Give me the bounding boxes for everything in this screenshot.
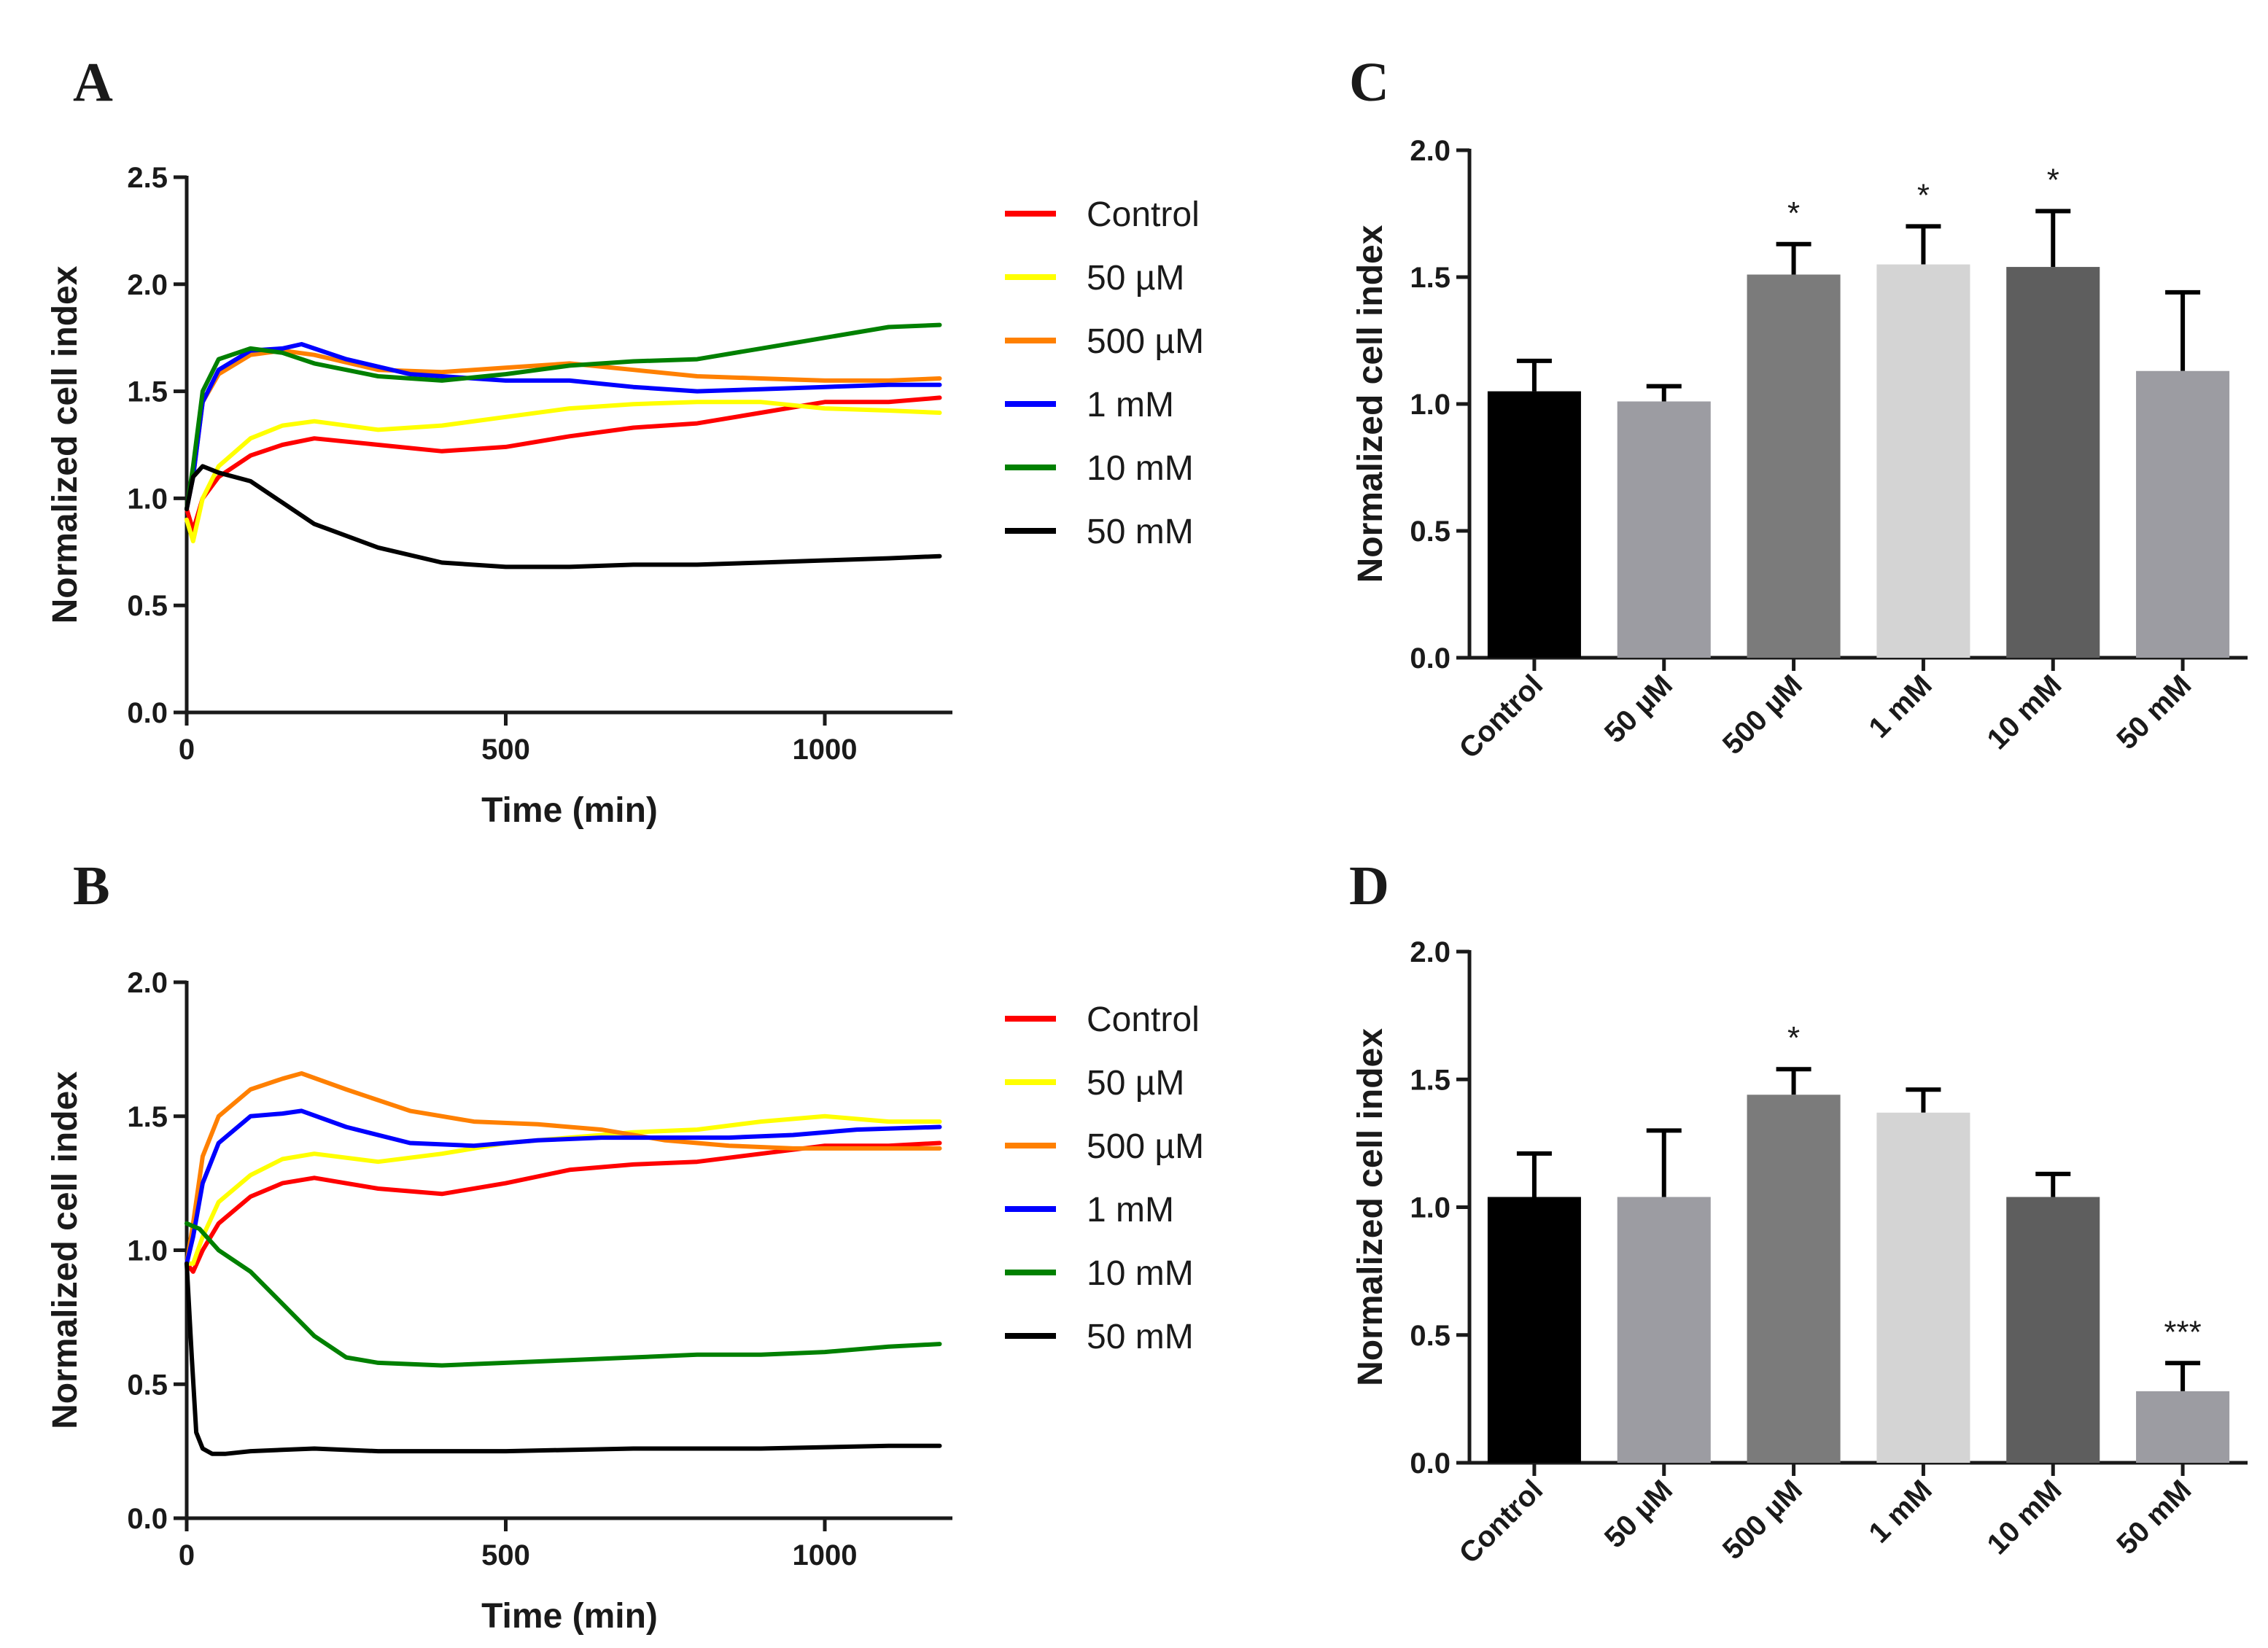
series-line-4 <box>185 1221 942 1368</box>
significance-marker: * <box>1917 177 1930 213</box>
legend-label: Control <box>1087 1000 1200 1039</box>
bar-3 <box>1876 1112 1970 1463</box>
y-tick-label: 2.0 <box>1410 936 1450 968</box>
significance-marker: * <box>1787 195 1800 231</box>
series-line-4 <box>185 322 942 512</box>
series-line-5 <box>185 464 942 570</box>
series-line-5 <box>185 1261 942 1456</box>
x-axis-title: Time (min) <box>481 1597 658 1636</box>
y-tick-label: 1.5 <box>127 1101 168 1133</box>
panel-c: C 0.0 0.5 1.0 1.5 2.0 Normalized cell index Con… <box>1305 0 2268 831</box>
category-label: 50 µM <box>1599 669 1679 749</box>
category-label: 10 mM <box>1981 1474 2067 1560</box>
bar-4 <box>2006 1197 2100 1463</box>
bar-4 <box>2006 267 2100 658</box>
panel-letter: B <box>73 855 110 917</box>
category-label: Control <box>1453 669 1550 765</box>
legend-label: 1 mM <box>1087 386 1174 424</box>
bar-1 <box>1617 1197 1711 1463</box>
category-label: 1 mM <box>1863 1474 1938 1549</box>
panel-letter: A <box>73 52 113 113</box>
x-tick-label: 500 <box>481 734 530 766</box>
bar-1 <box>1617 401 1711 658</box>
bar-3 <box>1876 264 1970 658</box>
significance-marker: * <box>1787 1020 1800 1056</box>
panel-d: D 0.0 0.5 1.0 1.5 2.0 Normalized cell index Con… <box>1305 839 2268 1648</box>
y-tick-label: 0.0 <box>127 1503 168 1535</box>
y-tick-label: 1.0 <box>1410 389 1450 421</box>
x-tick-label: 0 <box>179 734 195 766</box>
y-tick-label: 1.5 <box>1410 262 1450 294</box>
bar-5 <box>2136 370 2230 658</box>
series-line-3 <box>185 1108 942 1266</box>
category-label: 10 mM <box>1981 669 2067 755</box>
legend-label: 1 mM <box>1087 1191 1174 1229</box>
bar-0 <box>1487 1197 1581 1463</box>
y-tick-label: 2.5 <box>127 162 168 194</box>
category-label: 50 µM <box>1599 1474 1679 1554</box>
y-tick-label: 1.0 <box>127 483 168 515</box>
legend-label: 50 µM <box>1087 1064 1184 1103</box>
y-tick-label: 0.0 <box>127 697 168 729</box>
y-tick-label: 1.5 <box>127 376 168 408</box>
y-tick-label: 2.0 <box>1410 135 1450 167</box>
y-tick-label: 0.5 <box>1410 1320 1450 1352</box>
series-line-1 <box>185 1113 942 1266</box>
y-axis-title: Normalized cell index <box>1351 1028 1390 1386</box>
x-tick-label: 0 <box>179 1539 195 1571</box>
x-tick-label: 1000 <box>793 1539 858 1571</box>
x-tick-label: 500 <box>481 1539 530 1571</box>
series-line-3 <box>185 342 942 512</box>
category-label: Control <box>1453 1474 1550 1570</box>
bar-2 <box>1747 1095 1841 1463</box>
category-label: 50 mM <box>2110 669 2197 755</box>
series-line-0 <box>185 395 942 533</box>
line-chart-a: A 0.0 0.5 1.0 1.5 2.0 2.5 0 500 1000 Time (min) Nor… <box>46 52 1204 830</box>
bar-chart-c: C 0.0 0.5 1.0 1.5 2.0 Normalized cell index Con… <box>1349 52 2248 765</box>
legend-label: 50 mM <box>1087 1318 1194 1356</box>
legend-label: 500 µM <box>1087 322 1204 361</box>
y-tick-label: 2.0 <box>127 967 168 999</box>
y-tick-label: 1.0 <box>1410 1192 1450 1224</box>
panel-letter: C <box>1349 52 1389 113</box>
category-label: 500 µM <box>1717 669 1809 761</box>
y-tick-label: 0.0 <box>1410 1447 1450 1480</box>
y-tick-label: 2.0 <box>127 269 168 301</box>
line-chart-b: B 0.0 0.5 1.0 1.5 2.0 0 500 1000 Time (min) Normal… <box>46 855 1204 1636</box>
legend-label: 10 mM <box>1087 449 1194 488</box>
y-tick-label: 0.5 <box>127 1369 168 1401</box>
legend-label: 10 mM <box>1087 1254 1194 1293</box>
series-line-2 <box>185 1071 942 1266</box>
panel-b: B 0.0 0.5 1.0 1.5 2.0 0 500 1000 Time (min) Normal… <box>0 839 1298 1648</box>
y-axis-title: Normalized cell index <box>46 1071 85 1429</box>
x-tick-label: 1000 <box>793 734 858 766</box>
y-axis-title: Normalized cell index <box>1351 225 1390 583</box>
bar-5 <box>2136 1391 2230 1463</box>
bar-chart-d: D 0.0 0.5 1.0 1.5 2.0 Normalized cell index Con… <box>1349 855 2248 1570</box>
series-line-0 <box>185 1140 942 1274</box>
x-axis-title: Time (min) <box>481 791 658 830</box>
y-tick-label: 1.0 <box>127 1235 168 1267</box>
y-tick-label: 1.5 <box>1410 1064 1450 1096</box>
y-tick-label: 0.0 <box>1410 642 1450 675</box>
legend-label: 50 mM <box>1087 513 1194 551</box>
legend-label: Control <box>1087 195 1200 234</box>
legend-label: 50 µM <box>1087 259 1184 298</box>
category-label: 50 mM <box>2110 1474 2197 1560</box>
series-line-1 <box>185 400 942 544</box>
legend-label: 500 µM <box>1087 1127 1204 1166</box>
significance-marker: *** <box>2164 1314 2201 1350</box>
y-axis-title: Normalized cell index <box>46 265 85 623</box>
bar-2 <box>1747 274 1841 658</box>
category-label: 500 µM <box>1717 1474 1809 1566</box>
y-tick-label: 0.5 <box>1410 516 1450 548</box>
series-line-2 <box>185 348 942 512</box>
panel-letter: D <box>1349 855 1389 917</box>
bar-0 <box>1487 391 1581 658</box>
panel-a: A 0.0 0.5 1.0 1.5 2.0 2.5 0 500 1000 Time (min) Nor… <box>0 0 1298 831</box>
category-label: 1 mM <box>1863 669 1938 744</box>
significance-marker: * <box>2047 163 2059 198</box>
y-tick-label: 0.5 <box>127 590 168 622</box>
